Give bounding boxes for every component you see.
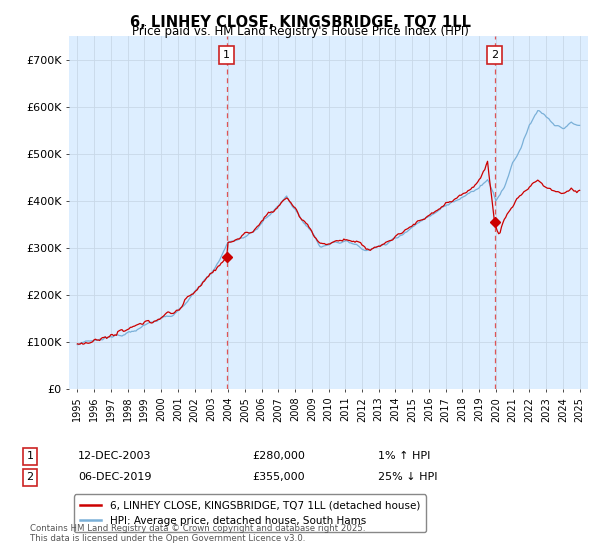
- Text: 1: 1: [26, 451, 34, 461]
- Text: 1% ↑ HPI: 1% ↑ HPI: [378, 451, 430, 461]
- Text: Price paid vs. HM Land Registry's House Price Index (HPI): Price paid vs. HM Land Registry's House …: [131, 25, 469, 38]
- Text: 06-DEC-2019: 06-DEC-2019: [78, 472, 151, 482]
- Text: 1: 1: [223, 50, 230, 60]
- Text: 2: 2: [491, 50, 498, 60]
- Text: 2: 2: [26, 472, 34, 482]
- Legend: 6, LINHEY CLOSE, KINGSBRIDGE, TQ7 1LL (detached house), HPI: Average price, deta: 6, LINHEY CLOSE, KINGSBRIDGE, TQ7 1LL (d…: [74, 494, 426, 532]
- Text: £355,000: £355,000: [252, 472, 305, 482]
- Text: 6, LINHEY CLOSE, KINGSBRIDGE, TQ7 1LL: 6, LINHEY CLOSE, KINGSBRIDGE, TQ7 1LL: [130, 15, 470, 30]
- Text: £280,000: £280,000: [252, 451, 305, 461]
- Text: 12-DEC-2003: 12-DEC-2003: [78, 451, 151, 461]
- Text: Contains HM Land Registry data © Crown copyright and database right 2025.
This d: Contains HM Land Registry data © Crown c…: [30, 524, 365, 543]
- Text: 25% ↓ HPI: 25% ↓ HPI: [378, 472, 437, 482]
